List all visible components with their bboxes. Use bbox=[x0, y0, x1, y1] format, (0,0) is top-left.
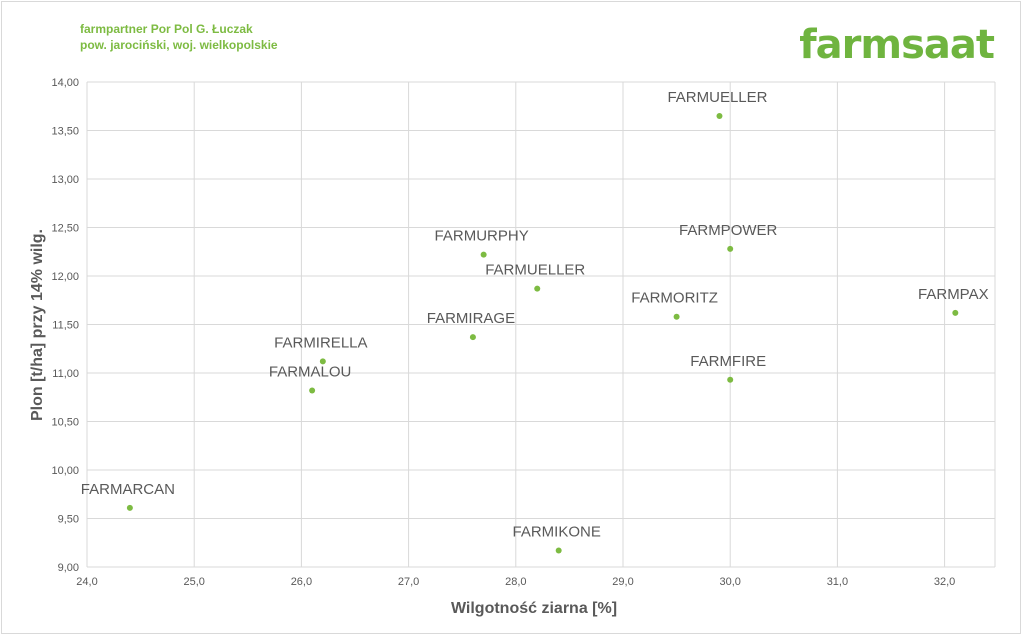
grid-lines bbox=[86, 81, 996, 568]
data-point-label: FARMIRAGE bbox=[427, 310, 515, 327]
data-point bbox=[673, 313, 680, 320]
data-point bbox=[727, 245, 734, 252]
x-tick-label: 31,0 bbox=[827, 576, 848, 588]
data-point bbox=[555, 547, 562, 554]
x-axis-title: Wilgotność ziarna [%] bbox=[451, 600, 617, 617]
y-tick-label: 9,00 bbox=[58, 562, 79, 574]
y-tick-label: 10,00 bbox=[51, 465, 79, 477]
y-tick-label: 13,50 bbox=[51, 126, 79, 138]
y-tick-label: 10,50 bbox=[51, 417, 79, 429]
data-point-label: FARMFIRE bbox=[690, 353, 766, 370]
data-point bbox=[126, 504, 133, 511]
header-location: pow. jarociński, woj. wielkopolskie bbox=[80, 38, 278, 52]
data-point-label: FARMPAX bbox=[918, 286, 989, 303]
x-tick-label: 29,0 bbox=[612, 576, 633, 588]
x-tick-label: 25,0 bbox=[183, 576, 204, 588]
data-point-label: FARMUELLER bbox=[667, 89, 767, 106]
x-tick-label: 26,0 bbox=[291, 576, 312, 588]
data-point-label: FARMORITZ bbox=[631, 290, 718, 307]
x-tick-label: 27,0 bbox=[398, 576, 419, 588]
data-point-label: FARMIKONE bbox=[513, 524, 601, 541]
y-tick-label: 13,00 bbox=[51, 174, 79, 186]
data-points: FARMARCAN FARMALOU FARMIRELLA FARMIRAGE FARM… bbox=[81, 89, 989, 554]
data-point bbox=[309, 387, 316, 394]
y-tick-label: 14,00 bbox=[51, 77, 79, 89]
y-tick-label: 12,50 bbox=[51, 223, 79, 235]
y-tick-label: 12,00 bbox=[51, 271, 79, 283]
x-tick-label: 32,0 bbox=[934, 576, 955, 588]
data-point-label: FARMURPHY bbox=[435, 228, 529, 245]
data-point bbox=[480, 251, 487, 258]
data-point-label: FARMUELLER bbox=[485, 262, 585, 279]
data-point-label: FARMIRELLA bbox=[274, 334, 367, 351]
data-point-label: FARMALOU bbox=[269, 363, 352, 380]
x-tick-label: 30,0 bbox=[719, 576, 740, 588]
y-tick-label: 11,00 bbox=[52, 368, 79, 380]
data-point bbox=[534, 285, 541, 292]
data-point bbox=[716, 112, 723, 119]
x-tick-label: 24,0 bbox=[76, 576, 97, 588]
data-point bbox=[727, 376, 734, 383]
farmsaat-logo: farmsaat bbox=[799, 22, 995, 68]
axes: 9,00 9,50 10,00 10,50 11,00 11,50 12,00 12,50 13… bbox=[51, 77, 955, 588]
y-tick-label: 9,50 bbox=[58, 514, 79, 526]
y-axis-title: Plon [t/ha] przy 14% wilg. bbox=[29, 229, 46, 421]
data-point bbox=[952, 309, 959, 316]
x-tick-label: 28,0 bbox=[505, 576, 526, 588]
data-point-label: FARMARCAN bbox=[81, 481, 175, 498]
y-tick-label: 11,50 bbox=[52, 320, 79, 332]
data-point bbox=[319, 358, 326, 365]
data-point-label: FARMPOWER bbox=[679, 222, 778, 239]
header-farm-name: farmpartner Por Pol G. Łuczak bbox=[80, 22, 253, 36]
data-point bbox=[469, 334, 476, 341]
